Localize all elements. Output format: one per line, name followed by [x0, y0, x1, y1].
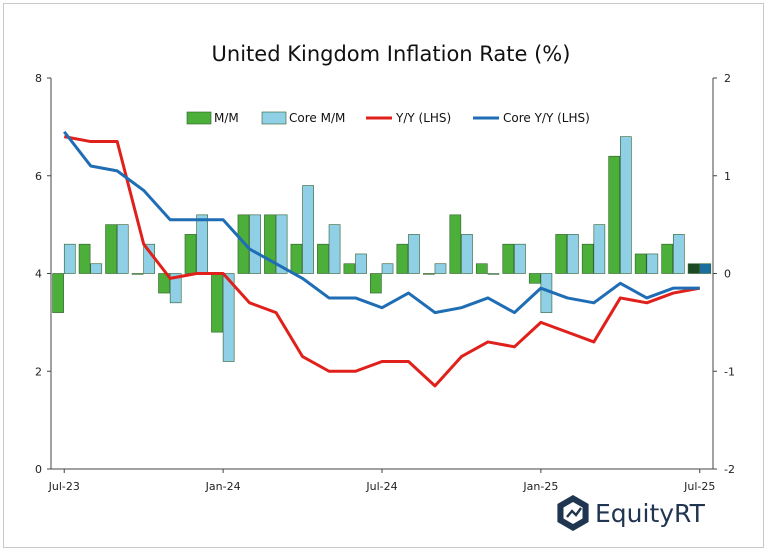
chart-legend: M/M Core M/M Y/Y (LHS) Core Y/Y (LHS): [186, 111, 590, 125]
core-mm-bar: [90, 263, 103, 274]
mm-bar: [661, 243, 673, 274]
core-mm-bar: [487, 273, 500, 275]
right-axis-tick-label: 0: [724, 268, 731, 281]
core-mm-bar: [355, 253, 367, 274]
x-axis-tick-label: Jan-25: [522, 480, 558, 493]
mm-bar: [78, 243, 91, 274]
core-mm-bar: [116, 224, 129, 274]
core-mm-bar: [699, 263, 712, 274]
left-axis-tick-label: 2: [35, 365, 42, 378]
core-mm-bar: [593, 224, 606, 274]
core-mm-bar: [275, 214, 288, 274]
left-axis-tick-label: 0: [35, 463, 42, 476]
x-axis-tick-label: Jul-23: [48, 480, 80, 493]
x-axis-tick-label: Jul-25: [683, 480, 715, 493]
right-axis-tick-label: -2: [724, 463, 735, 476]
core-mm-bar: [196, 214, 208, 274]
equityrt-logo-icon: [557, 495, 589, 531]
mm-bar: [581, 243, 594, 274]
core-yy-line: [63, 130, 700, 315]
mm-bar: [131, 273, 144, 275]
mm-bar: [211, 273, 223, 333]
core-mm-bar: [63, 243, 76, 274]
core-mm-bar: [169, 273, 182, 304]
mm-bar: [502, 243, 515, 274]
mm-bar: [555, 234, 568, 274]
mm-bar: [634, 253, 647, 274]
legend-mm-swatch: [186, 111, 212, 125]
mm-bar: [317, 243, 329, 274]
left-axis-tick-label: 4: [35, 268, 42, 281]
right-axis-tick-label: 1: [724, 170, 731, 183]
left-axis-tick-label: 6: [35, 170, 42, 183]
core-mm-bar: [567, 234, 579, 274]
mm-bar: [608, 155, 621, 274]
mm-bar: [158, 273, 170, 294]
mm-bar: [290, 243, 303, 274]
right-axis-tick-label: 2: [724, 72, 731, 85]
core-mm-bar: [222, 273, 235, 362]
legend-label: Y/Y (LHS): [395, 111, 451, 125]
core-mm-bar: [514, 243, 526, 274]
core-mm-bar: [434, 263, 447, 274]
legend-core-mm-swatch: [261, 111, 287, 125]
core-mm-bar: [249, 214, 261, 274]
mm-bar: [264, 214, 276, 274]
brand-name: EquityRT: [595, 499, 706, 528]
mm-bar: [687, 263, 700, 274]
mm-bar: [343, 263, 356, 274]
yy-line: [63, 135, 701, 388]
mm-bar: [475, 263, 488, 274]
mm-bar: [370, 273, 382, 294]
core-mm-bar: [408, 234, 420, 274]
mm-bar: [105, 224, 117, 274]
core-mm-bar: [461, 234, 473, 274]
mm-bar: [528, 273, 541, 284]
core-mm-bar: [302, 185, 314, 274]
core-mm-bar: [672, 234, 685, 274]
chart-frame: United Kingdom Inflation Rate (%) 0 2 4 6 8 -…: [3, 3, 764, 548]
x-axis-tick-label: Jul-24: [365, 480, 397, 493]
legend-label: Core M/M: [289, 111, 345, 125]
left-axis-tick-label: 8: [35, 72, 42, 85]
chart-title: United Kingdom Inflation Rate (%): [212, 42, 571, 66]
core-mm-bar: [328, 224, 341, 274]
inflation-chart: United Kingdom Inflation Rate (%) 0 2 4 6 8 -…: [35, 42, 735, 531]
x-axis-tick-label: Jan-24: [205, 480, 241, 493]
legend-label: M/M: [214, 111, 239, 125]
mm-bar: [396, 243, 409, 274]
brand-logo: EquityRT: [557, 495, 706, 531]
core-mm-bar: [620, 136, 632, 274]
core-mm-bar: [646, 253, 659, 274]
core-mm-bar: [381, 263, 394, 274]
mm-bar: [423, 273, 435, 275]
right-axis-tick-label: -1: [724, 365, 735, 378]
mm-bar: [184, 234, 197, 274]
mm-bar: [449, 214, 462, 274]
mm-bar: [52, 273, 64, 313]
plot-area: 0 2 4 6 8 -2 -1 0 1 2 Jul-23 Jan-24 Jul-24 Jan-25 Jul-…: [35, 72, 735, 493]
legend-label: Core Y/Y (LHS): [503, 111, 590, 125]
